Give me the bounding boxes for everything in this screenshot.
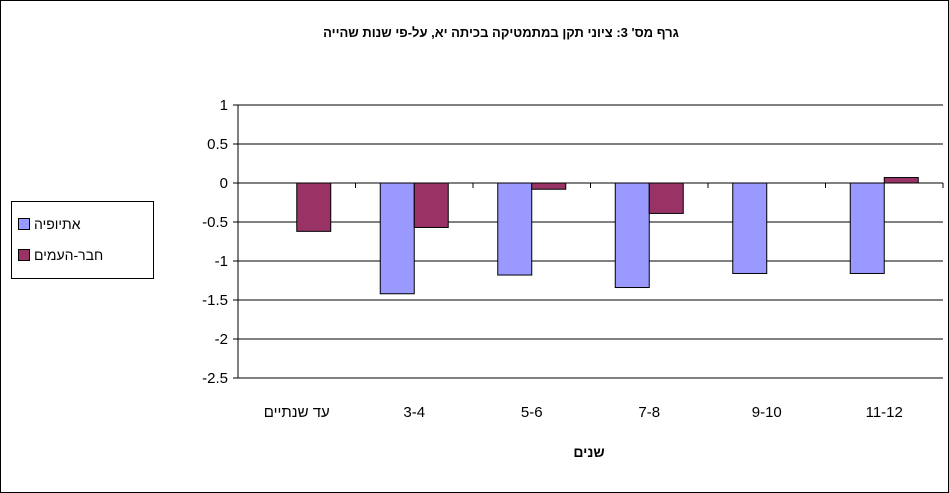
legend-item-fsu: חבר-העמים [18,246,103,264]
x-tick-label: 3-4 [403,404,425,421]
bar-fsu [531,182,567,190]
x-tick-label: 11-12 [866,404,903,421]
y-tick-label: -1.5 [202,292,228,309]
bar-ethiopia [732,182,768,274]
y-tick-label: 1 [220,97,228,114]
legend-label-fsu: חבר-העמים [34,247,104,263]
legend-swatch-fsu [18,249,30,261]
y-tick-label: 0.5 [207,136,228,153]
legend: אתיופיה חבר-העמים [11,201,154,279]
x-tick-label: 9-10 [752,404,782,421]
y-tick-label: -0.5 [202,214,228,231]
chart-title: גרף מס' 3: ציוני תקן במתמטיקה בכיתה יא, … [323,25,679,40]
bar-ethiopia [379,182,415,295]
legend-swatch-ethiopia [18,218,30,230]
y-tick-label: -1 [215,253,228,270]
x-axis-title: שנים [573,444,604,460]
legend-item-ethiopia: אתיופיה [18,215,81,233]
y-tick-label: 0 [220,175,228,192]
x-tick-label: 7-8 [638,404,660,421]
bar-fsu [883,177,919,184]
bar-ethiopia [849,182,885,274]
bar-ethiopia [497,182,533,276]
bar-fsu [413,182,449,228]
bar-fsu [648,182,684,214]
bar-fsu [296,182,332,232]
y-tick-label: -2 [215,331,228,348]
legend-label-ethiopia: אתיופיה [34,216,81,232]
x-tick-label: עד שנתיים [264,404,330,421]
x-tick-label: 5-6 [521,404,543,421]
bar-ethiopia [614,182,650,289]
y-tick-label: -2.5 [202,370,228,387]
